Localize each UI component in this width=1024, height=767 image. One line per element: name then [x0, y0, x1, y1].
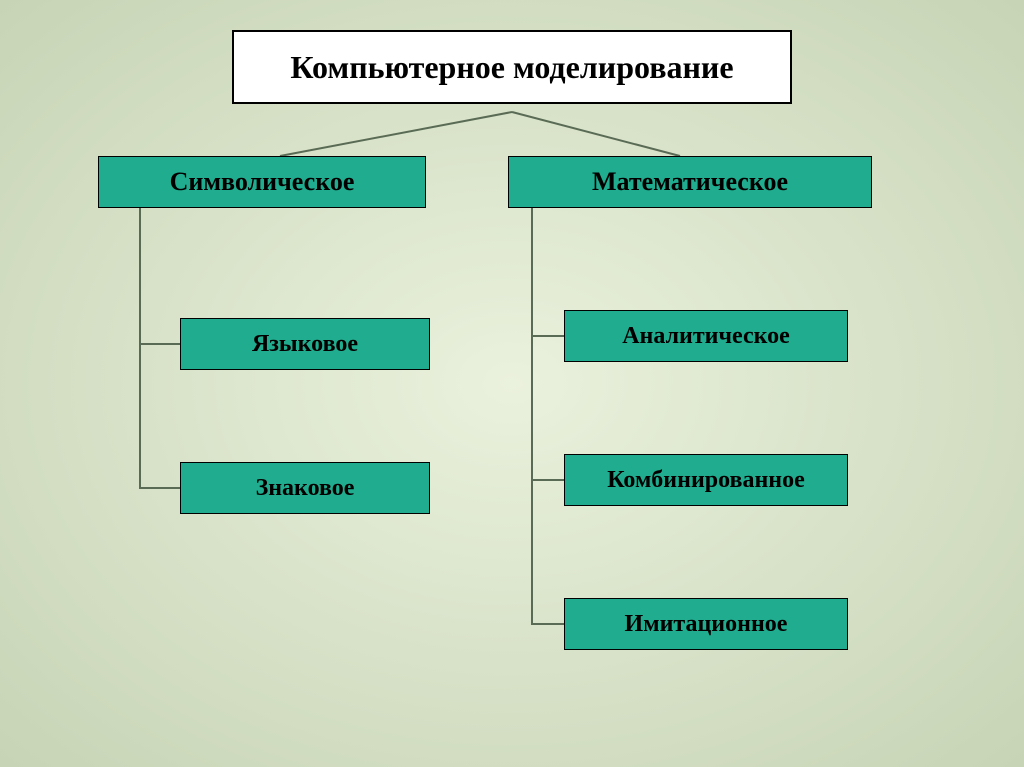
node-linguistic-label: Языковое	[252, 331, 358, 358]
node-mathematical-label: Математическое	[592, 167, 788, 197]
node-symbolic-label: Символическое	[170, 167, 355, 197]
node-analytical: Аналитическое	[564, 310, 848, 362]
node-analytical-label: Аналитическое	[622, 323, 790, 350]
node-root: Компьютерное моделирование	[232, 30, 792, 104]
node-sign-label: Знаковое	[256, 475, 355, 502]
node-sign: Знаковое	[180, 462, 430, 514]
node-symbolic: Символическое	[98, 156, 426, 208]
node-simulation: Имитационное	[564, 598, 848, 650]
node-mathematical: Математическое	[508, 156, 872, 208]
node-combined-label: Комбинированное	[607, 467, 805, 494]
connector-layer	[0, 0, 1024, 767]
node-combined: Комбинированное	[564, 454, 848, 506]
node-simulation-label: Имитационное	[625, 611, 788, 638]
node-linguistic: Языковое	[180, 318, 430, 370]
node-root-label: Компьютерное моделирование	[290, 49, 733, 86]
diagram-canvas: Компьютерное моделирование Символическое…	[0, 0, 1024, 767]
